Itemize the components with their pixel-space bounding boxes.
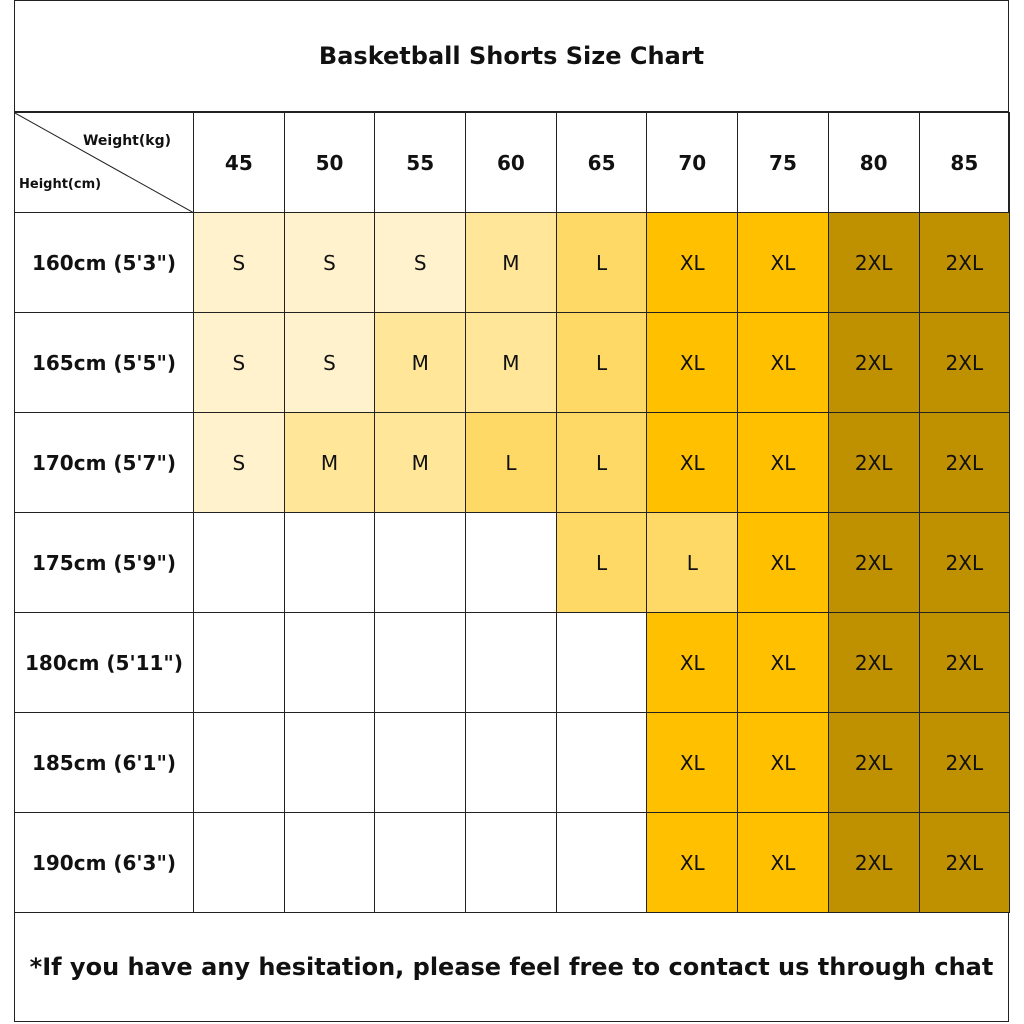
corner-cell: Weight(kg) Height(cm) xyxy=(14,112,194,213)
height-label: 170cm (5'7") xyxy=(14,412,194,513)
size-cell xyxy=(555,712,648,813)
size-cell: S xyxy=(374,212,467,313)
size-cell: XL xyxy=(737,412,829,513)
size-cell xyxy=(465,512,557,613)
size-cell: XL xyxy=(737,212,829,313)
size-cell xyxy=(283,612,376,713)
table-row: 165cm (5'5") S S M M L XL XL 2XL 2XL xyxy=(14,312,1011,413)
size-cell xyxy=(555,812,648,913)
size-cell xyxy=(193,512,285,613)
size-cell: 2XL xyxy=(827,512,920,613)
weight-header-80: 80 xyxy=(827,112,920,213)
size-cell xyxy=(465,712,557,813)
table-row: 175cm (5'9") L L XL 2XL 2XL xyxy=(14,512,1011,613)
size-cell: M xyxy=(465,312,557,413)
table-row: 180cm (5'11") XL XL 2XL 2XL xyxy=(14,612,1011,713)
size-cell xyxy=(374,612,467,713)
height-axis-label: Height(cm) xyxy=(19,177,102,192)
height-label: 165cm (5'5") xyxy=(14,312,194,413)
weight-header-75: 75 xyxy=(737,112,829,213)
size-cell xyxy=(283,712,376,813)
size-cell xyxy=(193,612,285,713)
size-cell: L xyxy=(555,212,648,313)
size-cell xyxy=(193,812,285,913)
height-label: 175cm (5'9") xyxy=(14,512,194,613)
size-cell: 2XL xyxy=(918,712,1011,813)
height-label: 180cm (5'11") xyxy=(14,612,194,713)
size-cell: L xyxy=(555,512,648,613)
size-cell xyxy=(555,612,648,713)
size-cell xyxy=(283,512,376,613)
size-cell: 2XL xyxy=(827,312,920,413)
size-cell xyxy=(193,712,285,813)
size-cell: XL xyxy=(737,312,829,413)
size-cell: M xyxy=(283,412,376,513)
height-label: 160cm (5'3") xyxy=(14,212,194,313)
size-cell: M xyxy=(465,212,557,313)
size-cell: S xyxy=(283,212,376,313)
table-row: 185cm (6'1") XL XL 2XL 2XL xyxy=(14,712,1011,813)
size-cell: 2XL xyxy=(827,812,920,913)
size-cell: L xyxy=(465,412,557,513)
size-cell xyxy=(465,612,557,713)
height-label: 190cm (6'3") xyxy=(14,812,194,913)
size-cell: S xyxy=(283,312,376,413)
weight-axis-label: Weight(kg) xyxy=(82,133,171,149)
size-cell: XL xyxy=(737,512,829,613)
weight-header-50: 50 xyxy=(283,112,376,213)
chart-title: Basketball Shorts Size Chart xyxy=(14,0,1009,112)
size-cell: L xyxy=(646,512,739,613)
weight-header-70: 70 xyxy=(646,112,739,213)
size-cell: 2XL xyxy=(918,812,1011,913)
size-cell: 2XL xyxy=(918,412,1011,513)
size-cell: XL xyxy=(737,612,829,713)
footer-note: *If you have any hesitation, please feel… xyxy=(29,952,994,981)
table-row: 190cm (6'3") XL XL 2XL 2XL xyxy=(14,812,1011,913)
size-cell: L xyxy=(555,412,648,513)
size-cell: S xyxy=(193,312,285,413)
size-cell: M xyxy=(374,312,467,413)
weight-header-60: 60 xyxy=(465,112,557,213)
weight-header-55: 55 xyxy=(374,112,467,213)
size-cell: S xyxy=(193,212,285,313)
height-label: 185cm (6'1") xyxy=(14,712,194,813)
size-cell: 2XL xyxy=(827,712,920,813)
weight-header-45: 45 xyxy=(193,112,285,213)
size-cell: XL xyxy=(646,612,739,713)
weight-header-65: 65 xyxy=(555,112,648,213)
size-cell: XL xyxy=(646,212,739,313)
size-cell: 2XL xyxy=(827,612,920,713)
size-cell: XL xyxy=(737,812,829,913)
size-cell xyxy=(465,812,557,913)
corner-diagonal xyxy=(15,113,194,213)
size-cell: XL xyxy=(737,712,829,813)
size-cell: 2XL xyxy=(918,612,1011,713)
size-cell: 2XL xyxy=(827,212,920,313)
size-cell: 2XL xyxy=(918,512,1011,613)
size-cell: M xyxy=(374,412,467,513)
size-cell: 2XL xyxy=(918,312,1011,413)
size-cell: 2XL xyxy=(827,412,920,513)
size-cell: XL xyxy=(646,712,739,813)
size-cell: L xyxy=(555,312,648,413)
size-cell: S xyxy=(193,412,285,513)
size-table-body: Weight(kg) Height(cm) 45 50 55 60 65 70 75 80 85… xyxy=(14,112,1011,913)
table-row: 160cm (5'3") S S S M L XL XL 2XL 2XL xyxy=(14,212,1011,313)
size-cell: XL xyxy=(646,312,739,413)
header-row: Weight(kg) Height(cm) 45 50 55 60 65 70 75 80 85 xyxy=(14,112,1011,213)
size-cell xyxy=(283,812,376,913)
size-cell: 2XL xyxy=(918,212,1011,313)
size-cell: XL xyxy=(646,812,739,913)
size-cell xyxy=(374,812,467,913)
size-table: Weight(kg) Height(cm) 45 50 55 60 65 70 75 80 85… xyxy=(14,112,1011,913)
size-cell xyxy=(374,712,467,813)
weight-header-85: 85 xyxy=(918,112,1011,213)
table-row: 170cm (5'7") S M M L L XL XL 2XL 2XL xyxy=(14,412,1011,513)
size-cell xyxy=(374,512,467,613)
size-cell: XL xyxy=(646,412,739,513)
